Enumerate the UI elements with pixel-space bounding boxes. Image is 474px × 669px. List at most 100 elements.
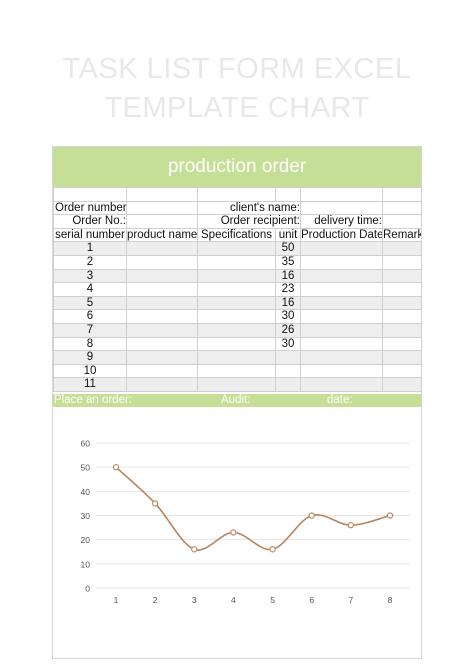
table-row: 7 26	[53, 322, 422, 338]
production-date-cell[interactable]	[300, 282, 383, 297]
product-name-cell[interactable]	[126, 295, 198, 311]
delivery-time-value[interactable]	[382, 214, 422, 229]
specifications-cell[interactable]	[197, 295, 276, 311]
order-number-label: Order number:	[53, 200, 127, 216]
serial-number-cell[interactable]: 5	[53, 295, 127, 311]
order-number-value[interactable]	[126, 200, 198, 216]
production-date-cell[interactable]	[300, 350, 383, 365]
y-tick-label: 20	[81, 535, 91, 545]
production-date-cell[interactable]	[300, 268, 383, 284]
audit-label: Audit:	[221, 394, 251, 406]
data-point[interactable]	[151, 500, 159, 507]
table-header-row: serial number product name Specification…	[53, 227, 422, 243]
data-point[interactable]	[347, 522, 355, 529]
specifications-cell[interactable]	[197, 309, 276, 324]
serial-number-cell[interactable]: 6	[53, 309, 127, 324]
product-name-cell[interactable]	[126, 363, 198, 379]
specifications-cell[interactable]	[197, 241, 276, 256]
production-date-cell[interactable]	[300, 254, 383, 270]
serial-number-cell[interactable]: 7	[53, 322, 127, 338]
serial-number-cell[interactable]: 9	[53, 350, 127, 365]
production-date-cell[interactable]	[300, 377, 383, 392]
y-tick-label: 30	[81, 511, 91, 521]
unit-cell[interactable]: 50	[275, 241, 301, 256]
serial-number-cell[interactable]: 2	[53, 254, 127, 270]
production-date-cell[interactable]	[300, 336, 383, 352]
product-name-cell[interactable]	[126, 322, 198, 338]
table-cell[interactable]	[382, 187, 422, 202]
specifications-cell[interactable]	[197, 336, 276, 352]
remark-cell[interactable]	[382, 336, 422, 352]
specifications-cell[interactable]	[197, 282, 276, 297]
product-name-cell[interactable]	[126, 268, 198, 284]
remark-cell[interactable]	[382, 241, 422, 256]
y-tick-label: 60	[81, 439, 91, 449]
remark-cell[interactable]	[382, 322, 422, 338]
client-name-value[interactable]	[300, 200, 383, 216]
unit-cell[interactable]: 16	[275, 268, 301, 284]
unit-cell[interactable]	[275, 350, 301, 365]
serial-number-cell[interactable]: 3	[53, 268, 127, 284]
table-row: 4 23	[53, 282, 422, 297]
product-name-cell[interactable]	[126, 241, 198, 256]
specifications-cell[interactable]	[197, 322, 276, 338]
data-point[interactable]	[269, 546, 276, 553]
serial-number-cell[interactable]: 4	[53, 282, 127, 297]
product-name-cell[interactable]	[126, 309, 198, 324]
serial-number-cell[interactable]: 10	[53, 363, 127, 379]
remark-cell[interactable]	[382, 377, 422, 392]
table-row: 8 30	[53, 336, 422, 352]
product-name-cell[interactable]	[126, 254, 198, 270]
specifications-cell[interactable]	[197, 254, 276, 270]
x-tick-label: 5	[270, 595, 275, 605]
remark-cell[interactable]	[382, 254, 422, 270]
table-cell[interactable]	[300, 187, 383, 202]
unit-cell[interactable]: 35	[275, 254, 301, 270]
data-point[interactable]	[386, 512, 394, 519]
unit-cell[interactable]: 30	[275, 309, 301, 324]
production-order-banner: production order	[53, 147, 421, 187]
unit-cell[interactable]: 30	[275, 336, 301, 352]
product-name-cell[interactable]	[126, 336, 198, 352]
table-cell[interactable]	[53, 187, 127, 202]
column-header-serial-number: serial number	[53, 227, 127, 243]
specifications-cell[interactable]	[197, 363, 276, 379]
remark-cell[interactable]	[382, 350, 422, 365]
data-point[interactable]	[191, 546, 198, 553]
product-name-cell[interactable]	[126, 282, 198, 297]
production-date-cell[interactable]	[300, 295, 383, 311]
unit-cell[interactable]: 26	[275, 322, 301, 338]
order-no-label: Order No.:	[53, 214, 127, 229]
specifications-cell[interactable]	[197, 268, 276, 284]
serial-number-cell[interactable]: 11	[53, 377, 127, 392]
product-name-cell[interactable]	[126, 377, 198, 392]
product-name-cell[interactable]	[126, 350, 198, 365]
remark-cell[interactable]	[382, 295, 422, 311]
production-date-cell[interactable]	[300, 309, 383, 324]
series-line	[115, 466, 391, 551]
remark-cell[interactable]	[382, 282, 422, 297]
table-cell[interactable]	[275, 187, 301, 202]
serial-number-cell[interactable]: 8	[53, 336, 127, 352]
table-cell[interactable]	[382, 200, 422, 216]
unit-cell[interactable]	[275, 363, 301, 379]
order-no-value[interactable]	[126, 214, 198, 229]
table-cell[interactable]	[197, 187, 276, 202]
data-point[interactable]	[112, 464, 120, 471]
serial-number-cell[interactable]: 1	[53, 241, 127, 256]
remark-cell[interactable]	[382, 309, 422, 324]
production-date-cell[interactable]	[300, 241, 383, 256]
table-row: 9	[53, 350, 422, 365]
specifications-cell[interactable]	[197, 377, 276, 392]
data-point[interactable]	[230, 529, 237, 536]
specifications-cell[interactable]	[197, 350, 276, 365]
unit-cell[interactable]	[275, 377, 301, 392]
production-date-cell[interactable]	[300, 322, 383, 338]
unit-cell[interactable]: 23	[275, 282, 301, 297]
unit-cell[interactable]: 16	[275, 295, 301, 311]
data-point[interactable]	[308, 512, 315, 519]
table-cell[interactable]	[126, 187, 198, 202]
remark-cell[interactable]	[382, 268, 422, 284]
remark-cell[interactable]	[382, 363, 422, 379]
production-date-cell[interactable]	[300, 363, 383, 379]
